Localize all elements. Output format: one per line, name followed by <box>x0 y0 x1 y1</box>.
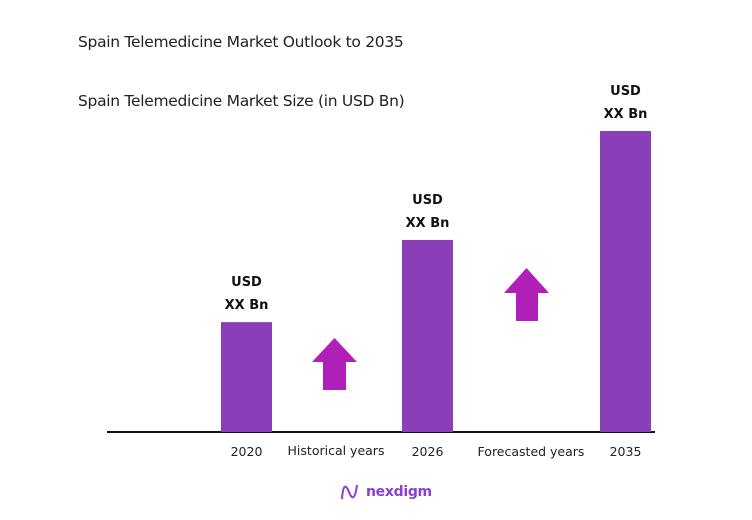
chart-title: Spain Telemedicine Market Outlook to 203… <box>78 33 404 51</box>
bar-2020 <box>221 322 272 432</box>
x-tick-label: 2026 <box>412 444 444 459</box>
chart-subtitle: Spain Telemedicine Market Size (in USD B… <box>78 92 405 110</box>
data-label-2020: USD <box>231 275 262 290</box>
logo-wave-icon <box>341 484 358 500</box>
data-label-2035: XX Bn <box>604 107 648 122</box>
bar-2026 <box>402 239 453 432</box>
x-tick-label: 2020 <box>231 444 263 459</box>
growth-arrow-historical <box>312 338 357 390</box>
data-label-2026: USD <box>412 193 443 208</box>
period-label-forecast: Forecasted years <box>478 444 585 459</box>
growth-arrow-forecast <box>504 268 549 321</box>
x-tick-label: 2035 <box>610 444 642 459</box>
data-label-2020: XX Bn <box>225 298 269 313</box>
nexdigm-logo: nexdigm <box>340 482 432 502</box>
bar-2035 <box>600 131 651 432</box>
data-label-2026: XX Bn <box>406 216 450 231</box>
logo-text: nexdigm <box>366 484 432 500</box>
data-label-2035: USD <box>610 84 641 99</box>
period-label-historical: Historical years <box>288 443 385 458</box>
